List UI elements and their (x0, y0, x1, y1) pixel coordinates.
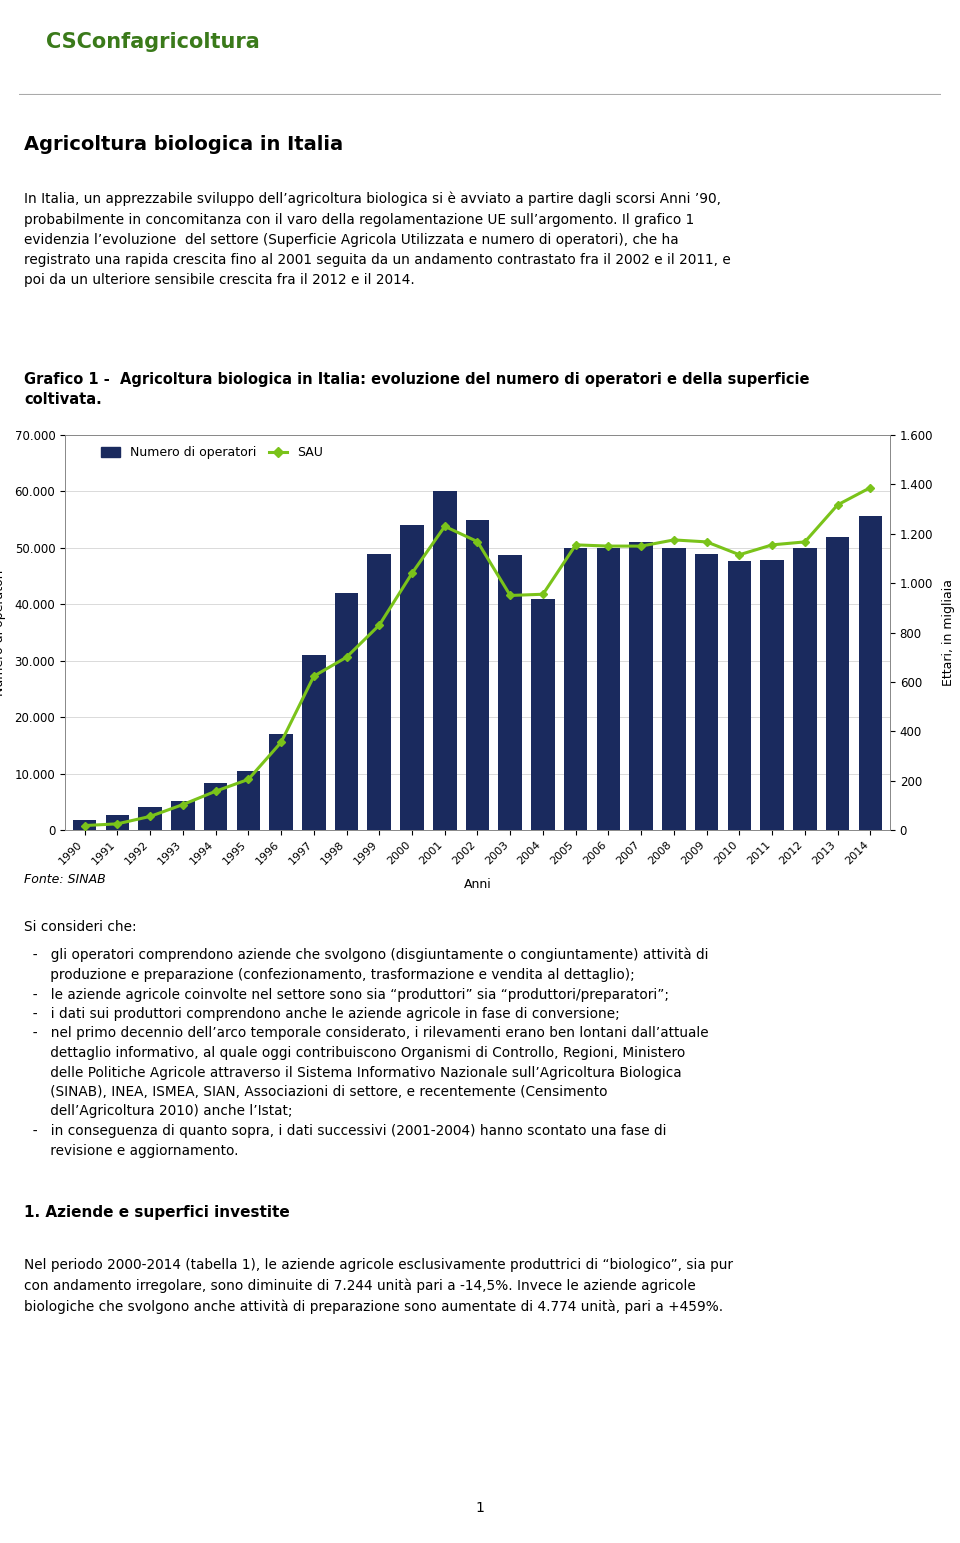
Bar (858, 515, 882, 830)
Bar (270, 734, 293, 830)
Text: 1. Aziende e superfici investite: 1. Aziende e superfici investite (24, 1205, 290, 1221)
Bar (695, 554, 718, 830)
Bar (73, 819, 96, 830)
Text: Fonte: SINAB: Fonte: SINAB (24, 873, 106, 886)
Bar (826, 537, 850, 830)
X-axis label: Anni: Anni (464, 878, 492, 890)
Y-axis label: Ettari, in migliaia: Ettari, in migliaia (942, 579, 954, 687)
Bar (368, 554, 391, 830)
Bar (793, 548, 817, 830)
Bar (400, 525, 423, 830)
Y-axis label: Numero di operatori: Numero di operatori (0, 569, 6, 696)
Bar (662, 548, 685, 830)
Bar (171, 801, 195, 830)
Text: Agricoltura biologica in Italia: Agricoltura biologica in Italia (24, 134, 343, 154)
Bar (597, 548, 620, 830)
Text: 1: 1 (475, 1501, 485, 1515)
Text: Nel periodo 2000-2014 (tabella 1), le aziende agricole esclusivamente produttric: Nel periodo 2000-2014 (tabella 1), le az… (24, 1258, 733, 1313)
Bar (531, 599, 555, 830)
Text: Si consideri che:: Si consideri che: (24, 920, 136, 934)
Text: Grafico 1 -  Agricoltura biologica in Italia: evoluzione del numero di operatori: Grafico 1 - Agricoltura biologica in Ita… (24, 372, 809, 407)
Text: -   gli operatori comprendono aziende che svolgono (disgiuntamente o congiuntame: - gli operatori comprendono aziende che … (24, 947, 708, 1157)
Bar (236, 772, 260, 830)
Bar (335, 593, 358, 830)
Bar (302, 656, 325, 830)
Bar (204, 784, 228, 830)
Bar (564, 548, 588, 830)
Text: CSConfagricoltura: CSConfagricoltura (46, 31, 260, 51)
Bar (138, 807, 162, 830)
Bar (106, 815, 130, 830)
Text: In Italia, un apprezzabile sviluppo dell’agricoltura biologica si è avviato a pa: In Italia, un apprezzabile sviluppo dell… (24, 191, 731, 287)
Bar (728, 560, 751, 830)
Bar (498, 554, 522, 830)
Bar (433, 491, 457, 830)
Bar (760, 560, 784, 830)
Bar (630, 542, 653, 830)
Legend: Numero di operatori, SAU: Numero di operatori, SAU (96, 441, 328, 464)
Bar (466, 520, 490, 830)
